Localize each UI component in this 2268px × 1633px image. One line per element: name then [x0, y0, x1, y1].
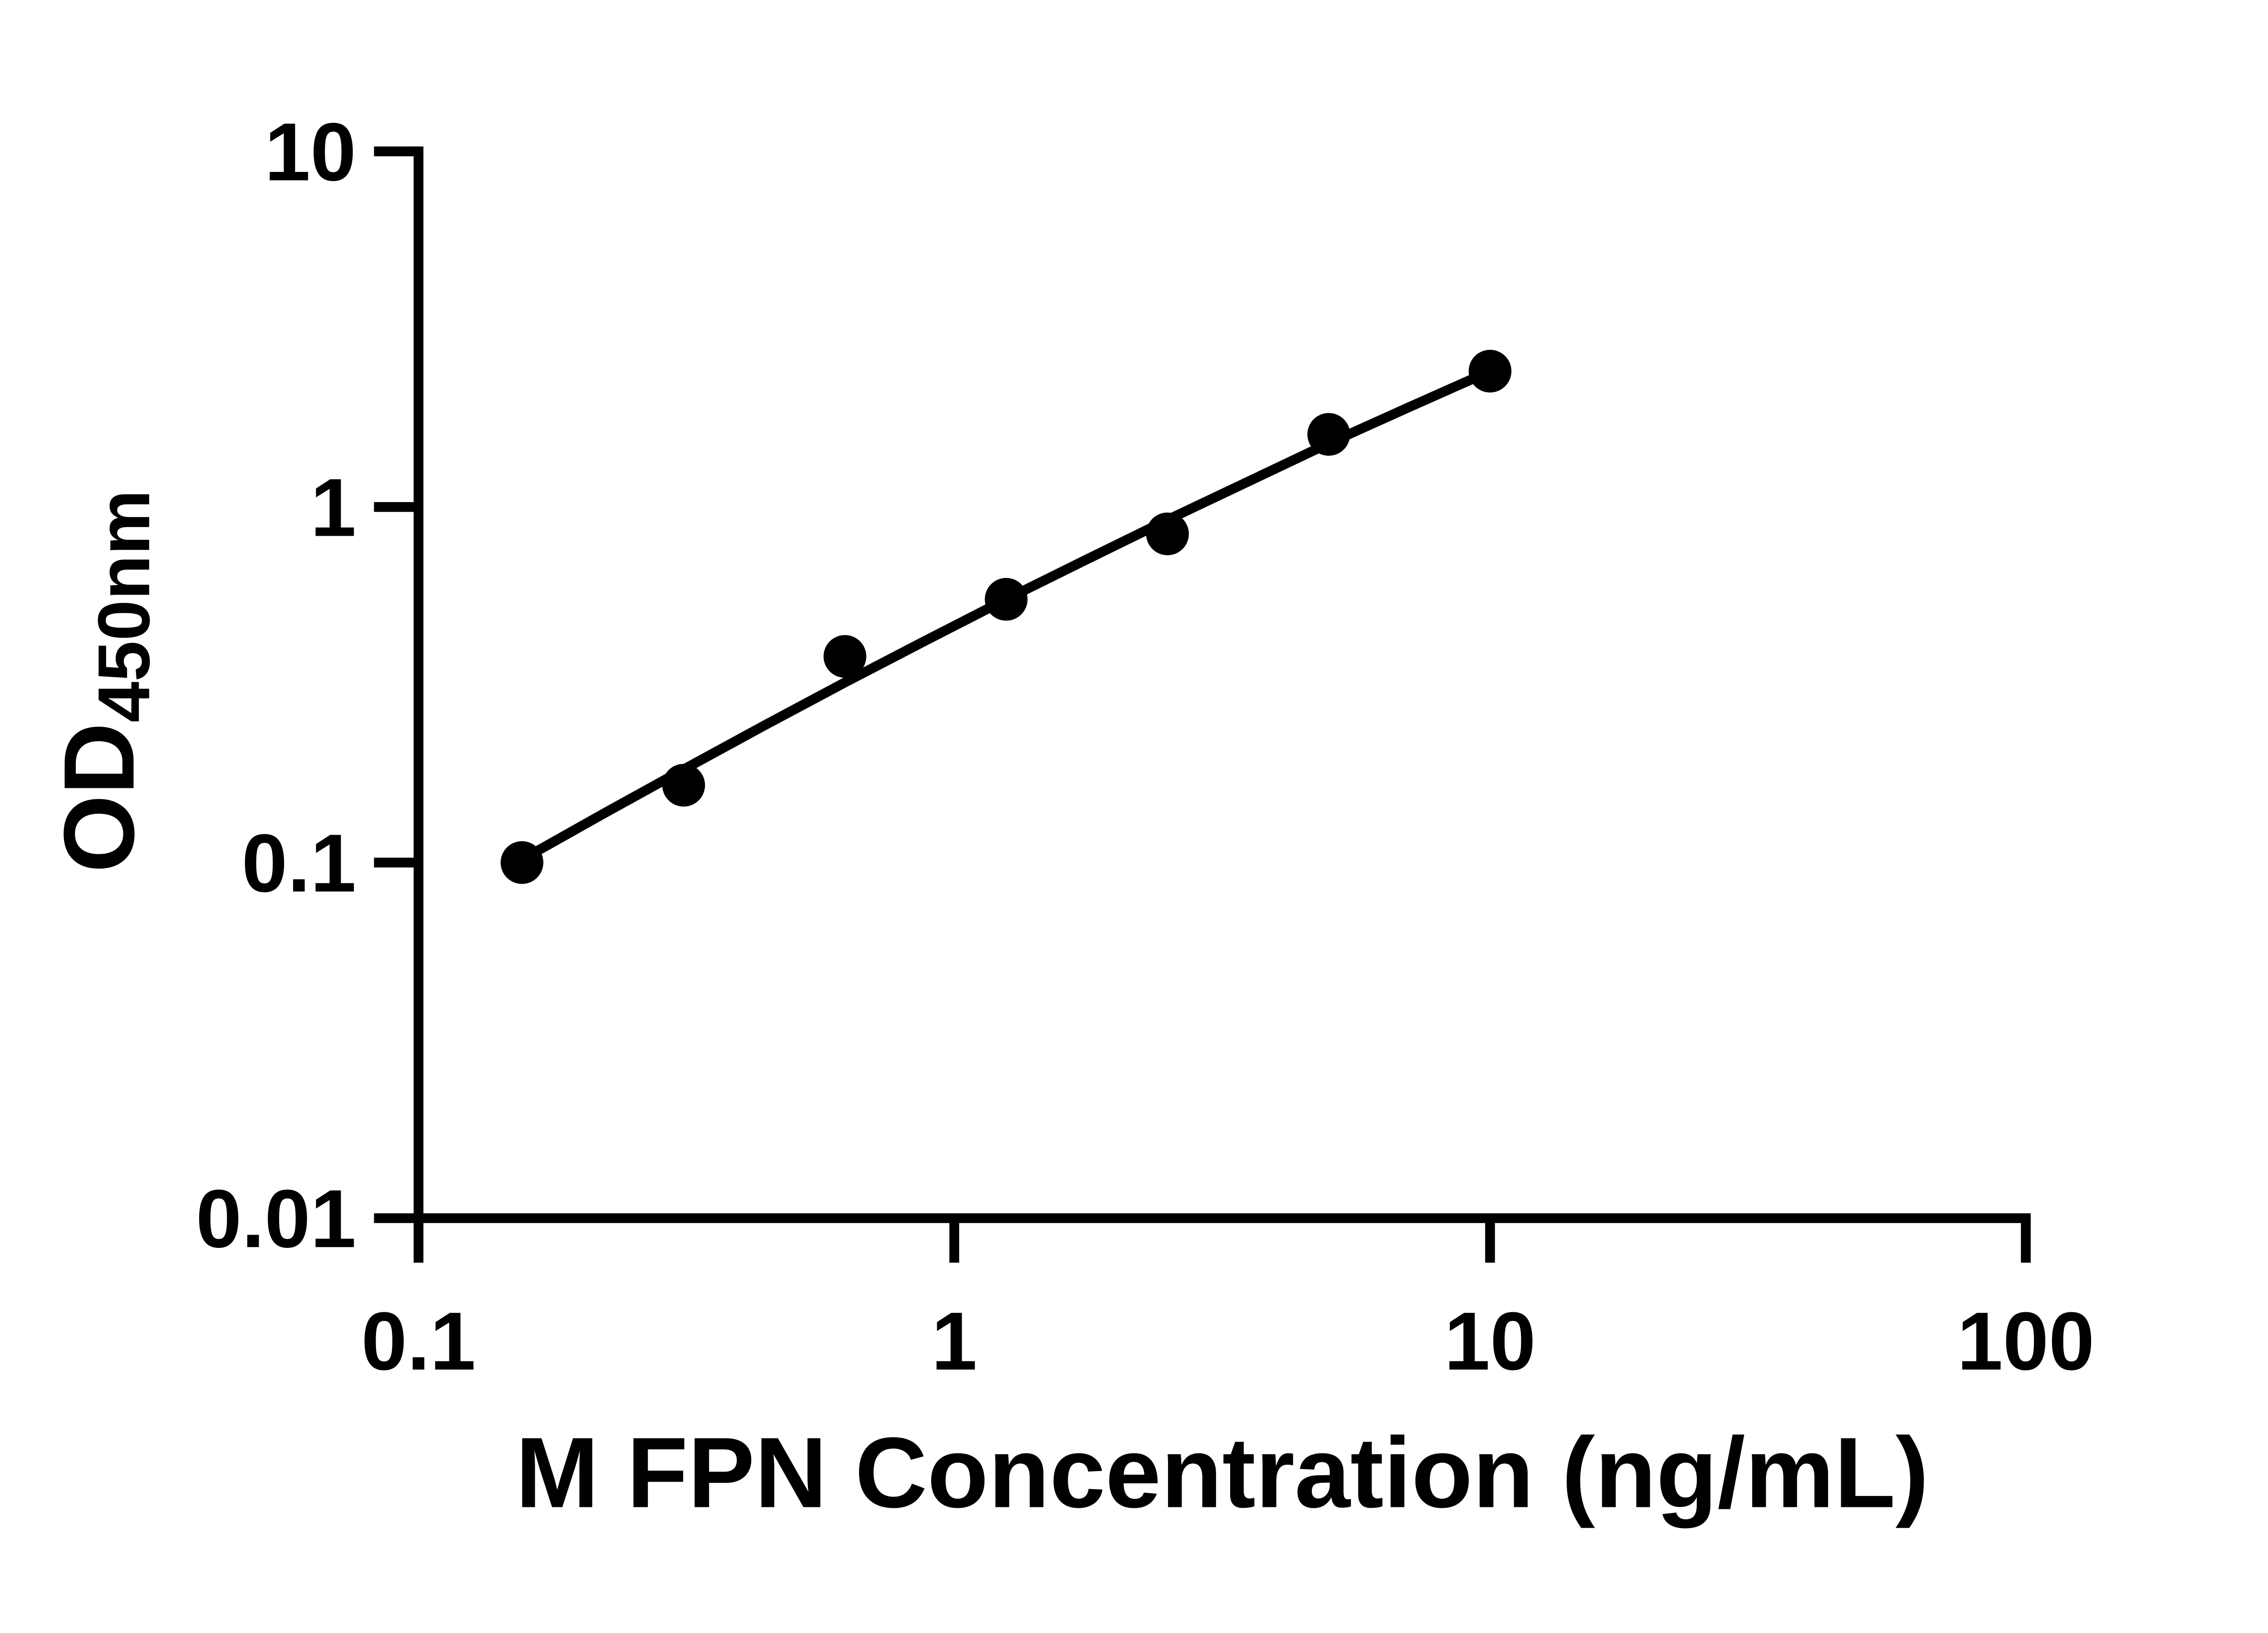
data-point	[1307, 413, 1350, 456]
y-tick-label: 10	[264, 107, 356, 198]
x-tick-label: 0.1	[361, 1296, 475, 1387]
data-point	[1468, 350, 1512, 393]
data-point	[1146, 512, 1189, 556]
y-tick-label: 1	[310, 462, 356, 553]
data-point	[662, 763, 705, 807]
y-tick-label: 0.1	[242, 817, 356, 909]
x-tick-label: 100	[1957, 1296, 2095, 1387]
data-point	[985, 578, 1028, 621]
y-axis-title: OD450nm	[43, 490, 165, 873]
x-tick-label: 1	[931, 1296, 977, 1387]
x-axis-title: M FPN Concentration (ng/mL)	[515, 1417, 1929, 1529]
y-axis-title-main: OD	[43, 723, 155, 873]
data-point	[500, 841, 543, 884]
y-axis-title-subscript: 450nm	[83, 490, 165, 723]
data-point	[823, 635, 866, 678]
y-tick-label: 0.01	[196, 1173, 356, 1265]
x-tick-label: 10	[1444, 1296, 1536, 1387]
